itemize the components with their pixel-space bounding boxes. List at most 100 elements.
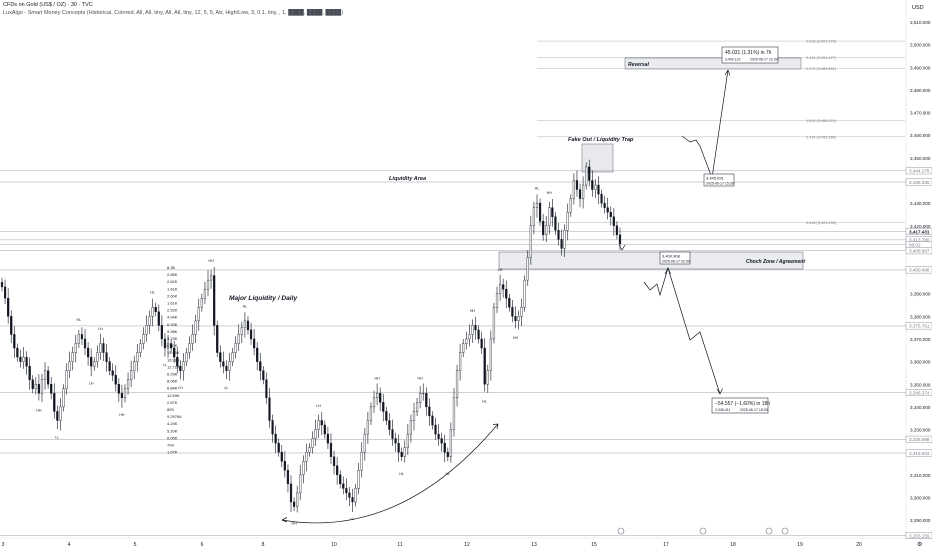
candle-body [314,429,317,439]
candle-body [486,370,489,385]
time-tick-label: 4 [68,542,71,548]
price-label-box [905,247,932,255]
candle-body [425,393,428,408]
svg-text:45.031 (1.31%) in 7h: 45.031 (1.31%) in 7h [725,50,772,56]
candle-body [274,433,277,444]
curved-accumulation-arrow[interactable] [281,423,499,524]
price-label: 3,283.155 [909,533,930,538]
candle-body [400,451,403,457]
measure-callout-mid[interactable]: 3,445.091 2025-06-17 15:30 [703,173,735,187]
volume-profile-value: 1.61K [167,301,178,306]
swing-label: HL [150,291,155,295]
event-marker-icon[interactable] [765,527,773,535]
candle-body [120,393,124,399]
candle-body [572,180,575,199]
candle-body [339,474,342,485]
candle-body [99,343,102,353]
candle-body [548,207,551,226]
price-series [0,159,622,513]
candle-body [323,424,326,435]
event-marker-icon[interactable] [699,527,707,535]
volume-profile-value: 2.62K [167,279,178,284]
svg-text:3,400.968: 3,400.968 [662,254,681,259]
measure-callout-top[interactable]: 45.031 (1.31%) in 7h 3,490.122 2025-06-1… [721,46,779,64]
candle-body [163,338,167,349]
candle-body [191,334,194,344]
swing-label: HH [291,522,297,526]
volume-profile-value: 704 [167,443,174,448]
price-label-box [905,532,932,540]
candle-body [219,352,222,362]
measure-callout-bottom[interactable]: −54.557 (−1.60%) in 18h 3,346.411 2025-0… [711,397,770,414]
candle-body [133,361,136,371]
swing-label: LH [316,404,321,408]
time-tick-label: 15 [591,542,597,548]
candle-body [409,420,413,435]
volume-profile-value: 4.94K [167,315,178,320]
swing-label: HL [482,399,487,403]
candle-body [578,189,582,199]
candle-body [19,356,22,362]
candle-body [372,397,376,408]
candle-body [612,216,615,226]
candle-body [477,329,480,340]
candle-body [332,456,336,466]
volume-profile-value: 4.24K [167,421,178,426]
volume-profile-value: 2.67K [167,400,178,405]
path-to-downside-target[interactable] [643,266,721,395]
price-tick-label: 3,460.000 [910,133,931,138]
price-tick-label: 3,490.000 [910,65,931,70]
candle-body [108,361,111,371]
candle-body [569,198,572,213]
candle-body [80,334,84,340]
time-tick-label: 11 [397,542,402,548]
svg-text:2025-06-17 15:30: 2025-06-17 15:30 [706,182,734,186]
settings-gear-icon[interactable]: ⚙ [917,541,922,548]
price-label: 3,413.780 [909,238,930,243]
candle-body [123,388,127,399]
candle-body [514,316,517,322]
event-marker-icon[interactable] [617,527,625,535]
liquidity-area-label: Liquidity Area [389,176,426,182]
candle-body [415,402,419,412]
event-marker-icon[interactable] [781,527,789,535]
volume-profile-value: 893 [167,407,174,412]
time-tick-label: 18 [730,542,736,548]
time-axis[interactable]: 3 4 5 6 8 10 11 12 13 15 17 18 19 20 [2,542,862,548]
measure-callout-choch[interactable]: 3,400.968 2025-06-17 02:30 [659,251,691,265]
candle-body [529,225,532,258]
choch-zone-box[interactable] [498,251,804,270]
reversal-zone-box[interactable] [624,57,802,70]
candle-body [246,320,250,331]
candle-body [489,338,492,371]
price-tick-label: 3,330.000 [910,428,931,433]
volume-profile-value: 5.20K [167,428,178,433]
candle-body [483,347,486,385]
candle-body [71,352,74,362]
candle-body [176,356,179,367]
path-to-reversal-arrow[interactable] [711,69,729,179]
candle-body [130,370,133,380]
volume-profile: 8.36 2.85K 2.62K 1.61K 2.60K 1.61K 2.52K 4.94K 6… [167,265,182,455]
reversal-label: Reversal [628,62,649,68]
volume-profile-value: 9.98K [167,329,178,334]
candle-body [299,474,302,494]
time-tick-label: 12 [464,542,470,548]
candle-body [538,202,542,222]
volume-profile-value: 1.57K [167,450,178,455]
candle-body [53,393,56,412]
path-to-liquidity-area[interactable] [681,135,713,179]
candle-body [366,420,369,435]
price-label: 09:02 [909,243,921,248]
swing-label: HH [208,259,214,263]
candle-body [231,352,234,362]
fib-extension[interactable]: 2.618 (3,501.575) 2.414 (3,494.427) 2.272 … [537,40,905,225]
candle-body [385,411,388,421]
candle-body [348,492,351,498]
price-label: 3,408.967 [909,249,930,254]
candle-body [56,411,59,421]
candle-body [111,370,114,376]
candle-body [173,347,176,358]
